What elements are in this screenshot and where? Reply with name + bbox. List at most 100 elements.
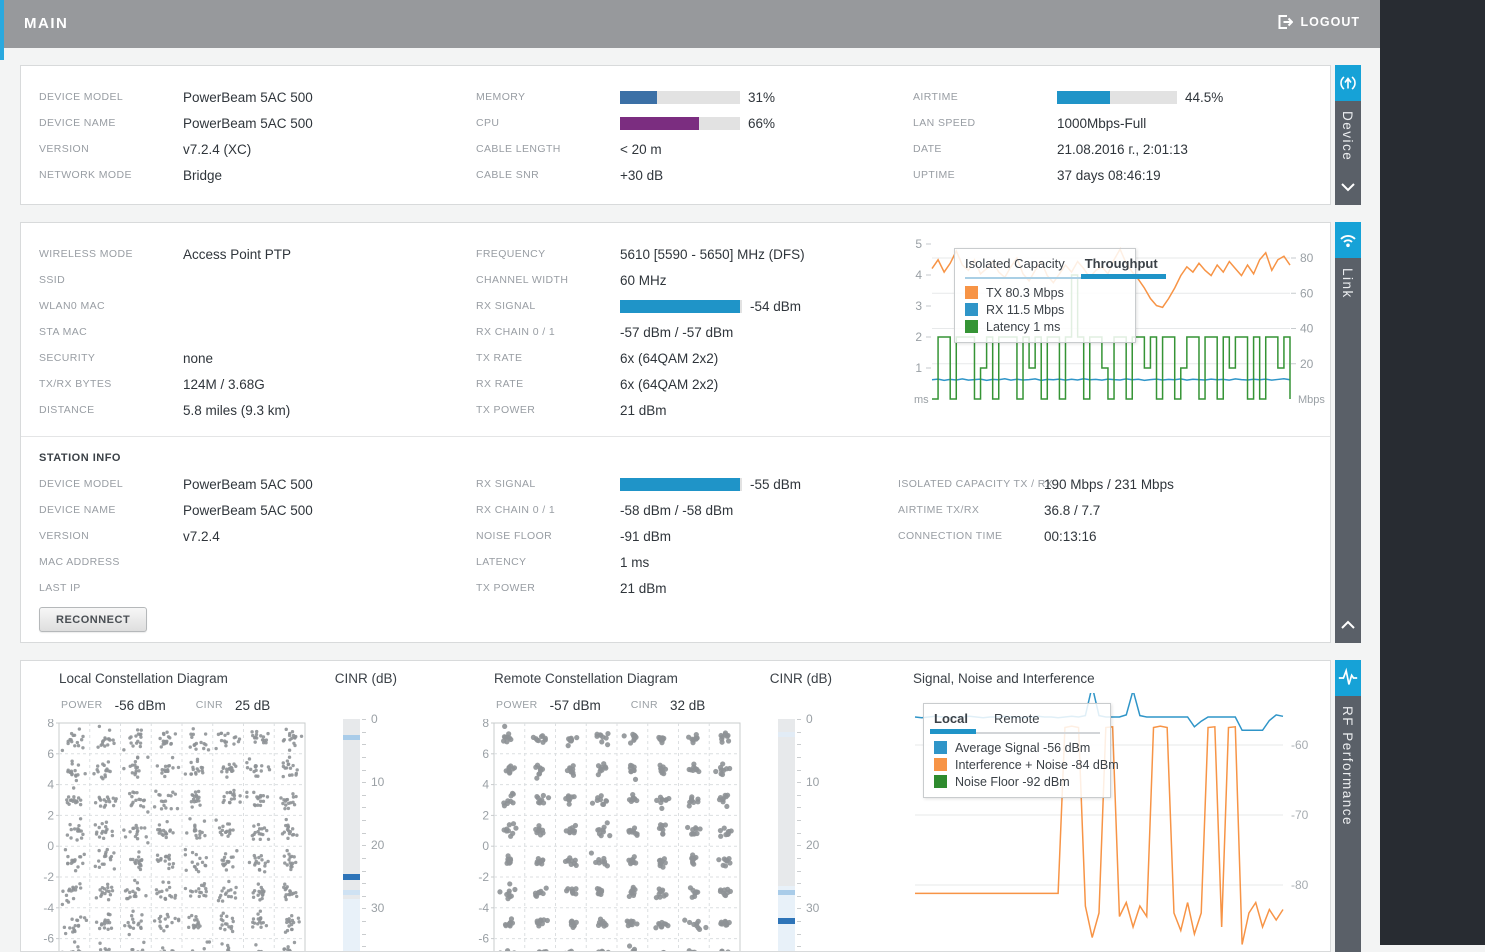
legend-label: TX 80.3 Mbps <box>986 286 1064 300</box>
field-label: STA MAC <box>39 326 183 338</box>
sidebar-tab-link[interactable]: Link <box>1335 222 1361 643</box>
cinr-track <box>778 719 795 952</box>
svg-text:80: 80 <box>1300 251 1314 265</box>
tab-remote[interactable]: Remote <box>994 711 1040 726</box>
field-label: RX SIGNAL <box>476 300 620 312</box>
field-value: 1000Mbps-Full <box>1057 116 1146 131</box>
legend-label: Noise Floor -92 dBm <box>955 775 1070 789</box>
rx-signal-value: -55 dBm <box>750 477 801 492</box>
rf-performance-panel: Local Constellation Diagram CINR (dB) PO… <box>20 660 1331 952</box>
info-row: CABLE LENGTH< 20 m <box>476 136 775 162</box>
field-value: PowerBeam 5AC 500 <box>183 503 313 518</box>
legend-item: RX 11.5 Mbps <box>965 301 1125 318</box>
svg-text:20: 20 <box>1300 357 1314 371</box>
logout-button[interactable]: LOGOUT <box>1277 14 1360 30</box>
field-label: RX RATE <box>476 378 620 390</box>
cinr-label: CINR <box>631 699 658 711</box>
svg-text:-4: -4 <box>478 901 489 915</box>
cinr-marker-lighter <box>343 890 360 895</box>
svg-text:8: 8 <box>47 719 54 730</box>
svg-text:-60: -60 <box>1291 738 1309 752</box>
right-rail <box>1380 0 1485 945</box>
tab-local[interactable]: Local <box>934 711 968 726</box>
tab-throughput[interactable]: Throughput <box>1085 256 1158 271</box>
legend-item: Average Signal -56 dBm <box>934 739 1100 756</box>
rx-legend-swatch <box>965 303 978 316</box>
section-divider <box>21 436 1330 437</box>
sidebar-tab-device[interactable]: Device <box>1335 65 1361 205</box>
info-row: STA MAC <box>39 319 291 345</box>
signal-noise-group: Signal, Noise and Interference -60-70-80… <box>889 671 1331 952</box>
svg-text:60: 60 <box>1300 286 1314 300</box>
field-value: none <box>183 351 213 366</box>
field-value: 36.8 / 7.7 <box>1044 503 1100 518</box>
link-collapse-chevron[interactable] <box>1339 617 1357 635</box>
remote-constellation-group: Remote Constellation Diagram CINR (dB) P… <box>472 671 842 952</box>
cinr-label: CINR <box>196 699 223 711</box>
svg-text:8: 8 <box>482 719 489 730</box>
svg-text:2: 2 <box>482 808 489 822</box>
legend-label: Interference + Noise -84 dBm <box>955 758 1119 772</box>
field-label: DATE <box>913 143 1057 155</box>
legend-label: Latency 1 ms <box>986 320 1060 334</box>
svg-text:6: 6 <box>47 747 54 761</box>
legend-label: RX 11.5 Mbps <box>986 303 1064 317</box>
cinr-marker-light <box>343 735 360 740</box>
tab-isolated-capacity[interactable]: Isolated Capacity <box>965 256 1065 271</box>
station-info-heading: STATION INFO <box>39 452 121 464</box>
field-label: AIRTIME <box>913 91 1057 103</box>
signal-noise-legend-overlay: Local Remote Average Signal -56 dBm Inte… <box>923 703 1111 798</box>
reconnect-button[interactable]: RECONNECT <box>39 607 147 632</box>
field-label: DEVICE MODEL <box>39 91 183 103</box>
cinr-scale-label: 0 <box>806 712 813 726</box>
power-label: POWER <box>61 699 103 711</box>
field-label: VERSION <box>39 530 183 542</box>
field-label: LAST IP <box>39 582 183 594</box>
field-label: NETWORK MODE <box>39 169 183 181</box>
cinr-axis-label: CINR (dB) <box>770 671 832 686</box>
chart-legend: Average Signal -56 dBm Interference + No… <box>934 739 1100 790</box>
field-value: -91 dBm <box>620 529 671 544</box>
rx-signal-bar <box>620 300 742 313</box>
power-value: -56 dBm <box>115 698 166 713</box>
field-label: UPTIME <box>913 169 1057 181</box>
field-value: 00:13:16 <box>1044 529 1097 544</box>
field-value: < 20 m <box>620 142 662 157</box>
field-value: -57 dBm / -57 dBm <box>620 325 733 340</box>
power-cinr-readout: POWER -57 dBm CINR 32 dB <box>472 693 842 717</box>
tx-legend-swatch <box>965 286 978 299</box>
chart-legend: TX 80.3 Mbps RX 11.5 Mbps Latency 1 ms <box>965 284 1125 335</box>
memory-bar <box>620 91 740 104</box>
field-label: MEMORY <box>476 91 620 103</box>
cpu-bar <box>620 117 740 130</box>
device-collapse-chevron[interactable] <box>1339 179 1357 197</box>
group-header: Signal, Noise and Interference <box>889 671 1331 693</box>
field-label: TX/RX BYTES <box>39 378 183 390</box>
cinr-scale-label: 10 <box>806 775 819 789</box>
cinr-marker-dark <box>343 874 360 880</box>
svg-text:3: 3 <box>915 299 922 313</box>
sidebar-tab-label: Link <box>1340 268 1355 299</box>
info-row: RX CHAIN 0 / 1-58 dBm / -58 dBm <box>476 497 801 523</box>
signal-noise-title: Signal, Noise and Interference <box>913 671 1095 686</box>
sidebar-tab-rf-performance[interactable]: RF Performance <box>1335 660 1361 952</box>
cinr-value: 32 dB <box>670 698 705 713</box>
field-value: 6x (64QAM 2x2) <box>620 351 718 366</box>
legend-item: TX 80.3 Mbps <box>965 284 1125 301</box>
pulse-icon <box>1335 660 1361 696</box>
local-constellation-group: Local Constellation Diagram CINR (dB) PO… <box>37 671 407 952</box>
info-row: LAST IP <box>39 575 313 601</box>
